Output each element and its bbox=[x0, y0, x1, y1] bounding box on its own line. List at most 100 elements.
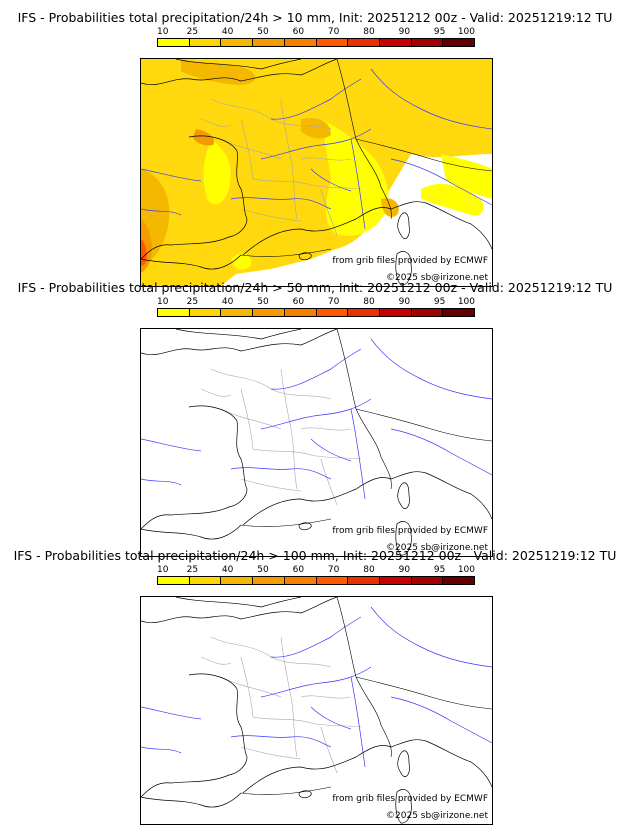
scale-tick-label: 40 bbox=[221, 27, 234, 37]
scale-segment bbox=[158, 39, 190, 46]
country-border bbox=[336, 59, 392, 220]
region-boundary bbox=[240, 746, 302, 760]
map-canvas bbox=[141, 597, 492, 824]
region-boundary bbox=[252, 716, 362, 728]
probability-map: from grib files provided by ECMWF ©2025 … bbox=[140, 58, 493, 287]
scale-segment bbox=[316, 577, 349, 584]
scale-segment bbox=[316, 39, 349, 46]
region-boundary bbox=[220, 676, 282, 698]
probability-area bbox=[193, 129, 215, 146]
river bbox=[260, 398, 372, 430]
region-boundary bbox=[210, 368, 332, 400]
scale-segment bbox=[189, 39, 222, 46]
region-boundary bbox=[240, 388, 254, 450]
scale-tick-label: 80 bbox=[363, 27, 375, 37]
scale-tick-label: 10 bbox=[157, 565, 169, 575]
river bbox=[230, 467, 332, 480]
source-credit: from grib files provided by ECMWF bbox=[332, 794, 488, 804]
country-border bbox=[336, 329, 392, 490]
river bbox=[141, 438, 202, 452]
scale-tick-label: 80 bbox=[363, 297, 375, 307]
region-boundary bbox=[240, 656, 254, 718]
river bbox=[370, 338, 492, 400]
island-outline bbox=[298, 522, 312, 531]
region-boundary bbox=[280, 368, 298, 490]
panel-title: IFS - Probabilities total precipitation/… bbox=[13, 548, 617, 563]
scale-tick-label: 90 bbox=[398, 297, 411, 307]
river bbox=[270, 616, 362, 658]
scale-segment bbox=[284, 577, 317, 584]
region-boundary bbox=[300, 695, 352, 699]
color-scale: 10 25 40 50 60 70 80 90 95 100 bbox=[157, 565, 475, 587]
scale-segment bbox=[253, 39, 285, 46]
island-outline bbox=[397, 750, 410, 777]
river bbox=[141, 208, 182, 216]
country-border bbox=[355, 676, 492, 710]
river bbox=[141, 746, 182, 754]
river bbox=[310, 706, 352, 730]
river bbox=[370, 606, 492, 668]
country-border bbox=[355, 138, 492, 172]
region-boundary bbox=[300, 157, 352, 161]
river bbox=[260, 666, 372, 698]
scale-segment bbox=[411, 39, 444, 46]
scale-segment bbox=[348, 309, 380, 316]
scale-segment bbox=[348, 39, 380, 46]
coastline bbox=[242, 471, 492, 526]
coastline bbox=[141, 135, 248, 260]
river bbox=[370, 68, 492, 130]
river bbox=[350, 408, 366, 500]
scale-tick-label: 95 bbox=[433, 565, 446, 575]
island-outline bbox=[395, 521, 412, 556]
probability-area bbox=[321, 119, 389, 236]
scale-tick-label: 90 bbox=[398, 27, 411, 37]
scale-tick-label: 70 bbox=[327, 565, 340, 575]
river bbox=[260, 128, 372, 160]
scale-tick-label: 40 bbox=[221, 297, 234, 307]
scale-tick-label: 25 bbox=[186, 565, 199, 575]
island-outline bbox=[395, 251, 412, 286]
region-boundary bbox=[320, 726, 338, 774]
scale-segment bbox=[379, 309, 412, 316]
scale-segment bbox=[379, 577, 412, 584]
scale-tick-label: 70 bbox=[327, 297, 340, 307]
scale-segment bbox=[284, 309, 317, 316]
scale-tick-label: 40 bbox=[221, 565, 234, 575]
probability-area bbox=[441, 154, 492, 199]
scale-tick-label: 25 bbox=[186, 27, 199, 37]
river bbox=[270, 78, 362, 120]
color-scale: 10 25 40 50 60 70 80 90 95 100 bbox=[157, 297, 475, 319]
country-border bbox=[355, 408, 492, 442]
river bbox=[141, 168, 202, 182]
scale-tick-label: 60 bbox=[292, 27, 305, 37]
river bbox=[230, 735, 332, 748]
region-boundary bbox=[200, 118, 232, 127]
scale-tick-label: 25 bbox=[186, 297, 199, 307]
region-boundary bbox=[320, 458, 338, 506]
scale-segment bbox=[443, 309, 475, 316]
scale-tick-label: 50 bbox=[257, 297, 269, 307]
river bbox=[141, 478, 182, 486]
river bbox=[141, 706, 202, 720]
region-boundary bbox=[252, 448, 362, 460]
source-credit: from grib files provided by ECMWF bbox=[332, 256, 488, 266]
coastline bbox=[141, 329, 338, 355]
coastline bbox=[141, 59, 338, 85]
probability-map: from grib files provided by ECMWF ©2025 … bbox=[140, 596, 493, 825]
copyright-credit: ©2025 sb@irizone.net bbox=[386, 543, 488, 553]
coastline bbox=[141, 597, 338, 623]
coastline bbox=[242, 739, 492, 794]
river bbox=[310, 168, 352, 192]
source-credit: from grib files provided by ECMWF bbox=[332, 526, 488, 536]
coastline bbox=[175, 59, 302, 70]
scale-segment bbox=[379, 39, 412, 46]
scale-segment bbox=[189, 309, 222, 316]
scale-tick-label: 10 bbox=[157, 27, 169, 37]
region-boundary bbox=[240, 208, 302, 222]
map-panel-10mm: IFS - Probabilities total precipitation/… bbox=[0, 10, 630, 287]
coastline bbox=[141, 673, 248, 798]
coastline bbox=[141, 254, 242, 270]
region-boundary bbox=[240, 118, 254, 180]
copyright-credit: ©2025 sb@irizone.net bbox=[386, 811, 488, 821]
river bbox=[390, 158, 492, 206]
